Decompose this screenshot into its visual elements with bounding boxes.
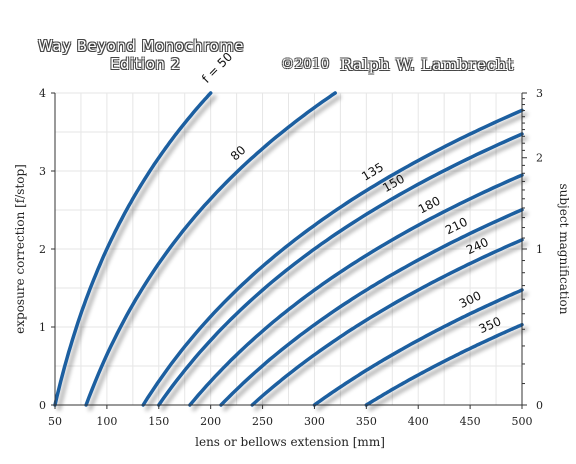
curve-line	[219, 208, 524, 407]
x-axis-label: lens or bellows extension [mm]	[195, 435, 385, 449]
x-tick-label: 450	[460, 415, 481, 428]
x-tick-label: 300	[304, 415, 325, 428]
curve-line	[364, 322, 524, 407]
right-tick-label: 1	[536, 243, 543, 256]
x-tick-label: 350	[356, 415, 377, 428]
curve-line	[84, 91, 337, 407]
x-tick-label: 400	[408, 415, 429, 428]
header-copyright: ©2010	[281, 57, 330, 72]
curve-label: 80	[228, 143, 249, 164]
y-tick-label: 2	[39, 243, 46, 256]
x-tick-label: 100	[96, 415, 117, 428]
y-axis-label: exposure correction [f/stop]	[13, 164, 27, 334]
y-tick-label: 1	[39, 321, 46, 334]
x-tick-label: 50	[48, 415, 62, 428]
header-author: Ralph W. Lambrecht	[340, 55, 514, 74]
x-tick-label: 150	[148, 415, 169, 428]
header-edition: Edition 2	[110, 55, 181, 73]
x-tick-label: 500	[512, 415, 533, 428]
right-tick-label: 2	[536, 152, 543, 165]
curve-label: f = 50	[199, 50, 235, 86]
curve-line	[157, 132, 524, 407]
x-tick-label: 250	[252, 415, 273, 428]
curves	[53, 91, 524, 407]
x-tick-label: 200	[200, 415, 221, 428]
y-tick-label: 0	[39, 399, 46, 412]
curve-line	[250, 238, 524, 407]
right-tick-label: 0	[536, 399, 543, 412]
y-tick-label: 4	[39, 87, 46, 100]
y-tick-label: 3	[39, 165, 46, 178]
right-tick-label: 3	[536, 87, 543, 100]
right-axis-label: subject magnification	[557, 183, 571, 314]
curve-line	[141, 108, 524, 407]
curve-line	[188, 173, 524, 407]
curve-line	[53, 91, 213, 407]
header-title: Way Beyond Monochrome	[38, 37, 244, 55]
curve-line	[312, 288, 524, 407]
